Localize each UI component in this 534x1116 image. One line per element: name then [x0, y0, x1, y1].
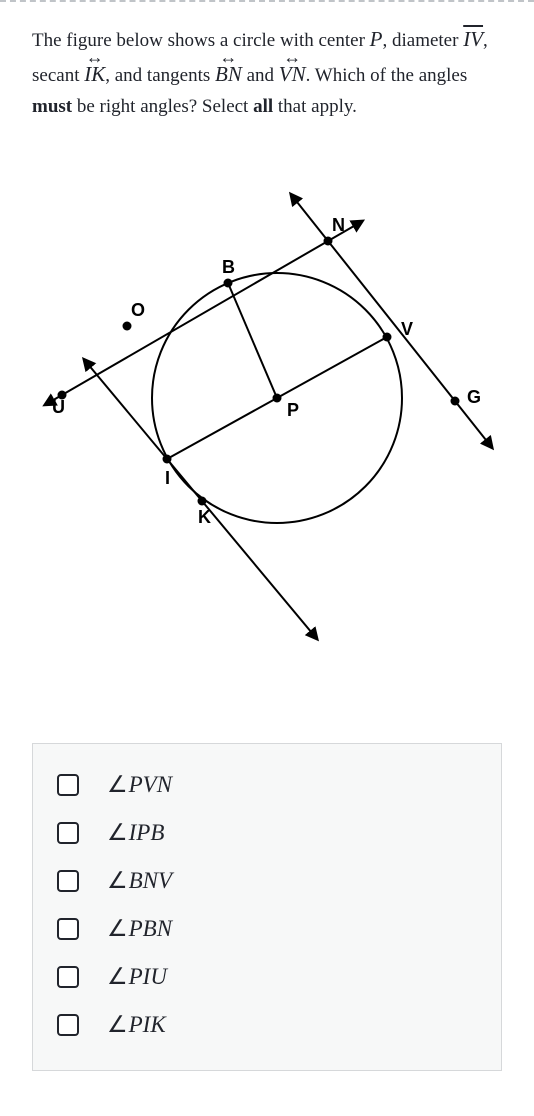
answer-row: ∠PBN: [57, 916, 477, 942]
svg-text:V: V: [401, 319, 413, 339]
answer-label: ∠PBN: [107, 916, 172, 942]
answer-checkbox-bnv[interactable]: [57, 870, 79, 892]
svg-text:N: N: [332, 215, 345, 235]
q-text-1: The figure below shows a circle with cen…: [32, 30, 370, 51]
q-text-8: that apply.: [273, 96, 357, 117]
q-center: P: [370, 27, 383, 51]
answer-checkbox-pvn[interactable]: [57, 774, 79, 796]
svg-text:U: U: [52, 397, 65, 417]
q-seg2: IK: [84, 57, 105, 92]
q-text-6: . Which of the angles: [306, 65, 468, 86]
answer-row: ∠IPB: [57, 820, 477, 846]
q-seg4: VN: [279, 57, 306, 92]
q-text-7: be right angles? Select: [72, 96, 253, 117]
answer-label: ∠PVN: [107, 772, 172, 798]
answers-box: ∠PVN ∠IPB ∠BNV ∠PBN ∠PIU ∠PIK: [32, 743, 502, 1071]
answer-label: ∠BNV: [107, 868, 172, 894]
answer-row: ∠BNV: [57, 868, 477, 894]
divider: [0, 0, 534, 2]
q-text-4: , and tangents: [105, 65, 215, 86]
q-bold2: all: [253, 96, 273, 117]
geometry-figure: P I V B K O N U G: [37, 163, 497, 693]
svg-text:O: O: [131, 300, 145, 320]
svg-text:B: B: [222, 257, 235, 277]
answer-label: ∠PIK: [107, 1012, 166, 1038]
answer-row: ∠PIU: [57, 964, 477, 990]
answer-checkbox-pbn[interactable]: [57, 918, 79, 940]
question-text: The figure below shows a circle with cen…: [32, 22, 502, 123]
answer-label: ∠PIU: [107, 964, 167, 990]
q-text-5: and: [242, 65, 279, 86]
q-bold1: must: [32, 96, 72, 117]
answer-checkbox-pik[interactable]: [57, 1014, 79, 1036]
question-content: The figure below shows a circle with cen…: [0, 22, 534, 123]
q-text-2: , diameter: [382, 30, 463, 51]
answer-row: ∠PVN: [57, 772, 477, 798]
q-seg1: IV: [463, 27, 483, 51]
svg-text:I: I: [165, 468, 170, 488]
q-seg3: BN: [215, 57, 242, 92]
svg-text:K: K: [198, 507, 211, 527]
figure-container: P I V B K O N U G: [0, 163, 534, 693]
answer-checkbox-ipb[interactable]: [57, 822, 79, 844]
answer-row: ∠PIK: [57, 1012, 477, 1038]
svg-text:G: G: [467, 387, 481, 407]
answer-checkbox-piu[interactable]: [57, 966, 79, 988]
svg-text:P: P: [287, 400, 299, 420]
answer-label: ∠IPB: [107, 820, 164, 846]
